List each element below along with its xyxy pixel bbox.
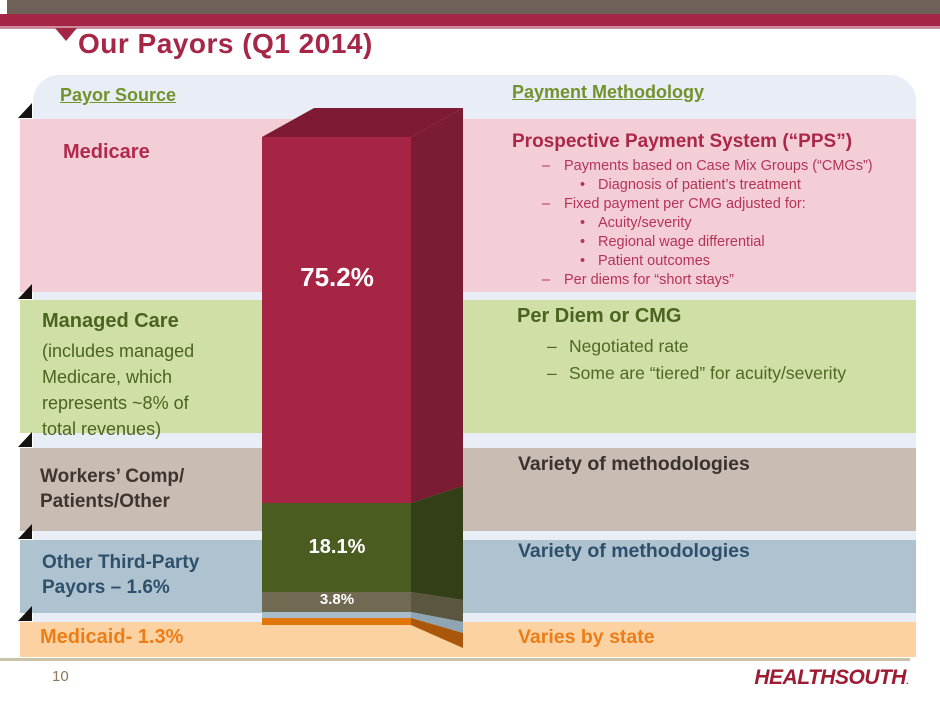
bullet-text: Some are “tiered” for acuity/severity — [569, 363, 847, 383]
payor-other-third-party-label: Other Third-Party Payors – 1.6% — [42, 550, 199, 600]
note-line: (includes managed — [42, 341, 195, 361]
bullet-item: – Negotiated rate — [547, 333, 917, 360]
corner-triangle-icon — [18, 524, 32, 539]
top-brown-bar — [7, 0, 940, 14]
bar-side-medicaid — [411, 618, 463, 648]
page-title: Our Payors (Q1 2014) — [78, 28, 373, 59]
corner-triangle-icon — [18, 432, 32, 447]
row-medicaid — [20, 622, 916, 657]
footer-divider-line — [0, 658, 910, 661]
bullet-text: Payments based on Case Mix Groups (“CMGs… — [564, 158, 873, 174]
bar-side-other — [411, 612, 463, 633]
bullet-item: • Acuity/severity — [580, 214, 922, 233]
logo-text: HEALTHSOUTH — [754, 666, 906, 689]
dash-marker: – — [542, 196, 551, 212]
bullet-text: Diagnosis of patient’s treatment — [598, 177, 801, 193]
bar-segment-other — [262, 612, 411, 618]
payor-medicaid-label: Medicaid- 1.3% — [40, 626, 184, 648]
per-diem-heading: Per Diem or CMG — [517, 305, 682, 327]
bullet-item: • Diagnosis of patient’s treatment — [580, 176, 922, 195]
note-line: represents ~8% of — [42, 393, 189, 413]
label-line: Workers’ Comp/ — [40, 466, 185, 487]
top-crimson-bar — [0, 14, 940, 26]
label-line: Payors – 1.6% — [42, 577, 170, 598]
corner-triangle-icon — [18, 103, 32, 118]
top-pink-accent-line — [0, 26, 940, 29]
logo-mark: . — [905, 676, 909, 686]
label-line: Other Third-Party — [42, 552, 200, 573]
bar-segment-medicaid — [262, 618, 411, 625]
column-header-payor-source: Payor Source — [60, 85, 177, 105]
dot-marker: • — [580, 177, 586, 193]
bar-top-face — [262, 108, 463, 137]
bullet-item: – Fixed payment per CMG adjusted for: — [542, 195, 922, 214]
per-diem-bullet-list: – Negotiated rate – Some are “tiered” fo… — [517, 333, 917, 387]
dash-marker: – — [547, 363, 557, 383]
payor-medicare-label: Medicare — [63, 141, 150, 163]
bullet-text: Per diems for “short stays” — [564, 272, 735, 288]
corner-triangle-icon — [18, 284, 32, 299]
dash-marker: – — [542, 272, 551, 288]
bar-segment-managed — [262, 503, 411, 592]
label-line: Patients/Other — [40, 491, 170, 512]
bullet-item: • Regional wage differential — [580, 233, 922, 252]
stacked-bar-chart — [262, 108, 463, 648]
note-line: Medicare, which — [42, 367, 173, 387]
dash-marker: – — [542, 158, 551, 174]
dot-marker: • — [580, 234, 586, 250]
bullet-text: Patient outcomes — [598, 253, 711, 269]
bar-segment-medicare — [262, 137, 411, 503]
column-header-payment-methodology: Payment Methodology — [512, 82, 705, 102]
row-workers-comp — [20, 448, 916, 531]
bullet-item: – Per diems for “short stays” — [542, 271, 922, 290]
bar-side-managed — [411, 486, 463, 600]
corner-triangle-icon — [18, 606, 32, 621]
row-other-third-party — [20, 540, 916, 613]
bar-segment-workers — [262, 592, 411, 612]
other-methodology-label: Variety of methodologies — [518, 540, 750, 562]
pps-bullet-list: – Payments based on Case Mix Groups (“CM… — [512, 157, 922, 290]
row-medicare — [20, 119, 916, 292]
bullet-text: Negotiated rate — [569, 336, 689, 356]
bullet-item: – Some are “tiered” for acuity/severity — [547, 360, 917, 387]
bar-label-managed-care: 18.1% — [308, 536, 366, 558]
payor-workers-comp-label: Workers’ Comp/ Patients/Other — [40, 464, 184, 514]
bullet-text: Regional wage differential — [598, 234, 765, 250]
workers-methodology-label: Variety of methodologies — [518, 453, 750, 475]
healthsouth-logo: HEALTHSOUTH. — [754, 666, 908, 690]
bullet-text: Acuity/severity — [598, 215, 692, 231]
bar-side-medicare — [411, 108, 463, 503]
bullet-item: • Patient outcomes — [580, 252, 922, 271]
bar-label-workers-comp: 3.8% — [319, 591, 355, 608]
page-number: 10 — [52, 668, 69, 685]
bullet-item: – Payments based on Case Mix Groups (“CM… — [542, 157, 922, 176]
note-line: total revenues) — [42, 419, 162, 439]
bullet-text: Fixed payment per CMG adjusted for: — [564, 196, 806, 212]
payor-managed-care-label: Managed Care — [42, 310, 179, 332]
pps-heading: Prospective Payment System (“PPS”) — [512, 131, 853, 152]
title-pointer-triangle-icon — [55, 28, 77, 41]
row-managed-care — [20, 300, 916, 433]
dash-marker: – — [547, 336, 557, 356]
bar-label-medicare: 75.2% — [300, 262, 374, 292]
payor-managed-care-note: (includes managed Medicare, which repres… — [42, 338, 194, 442]
medicaid-methodology-label: Varies by state — [518, 626, 655, 648]
dot-marker: • — [580, 215, 586, 231]
dot-marker: • — [580, 253, 586, 269]
